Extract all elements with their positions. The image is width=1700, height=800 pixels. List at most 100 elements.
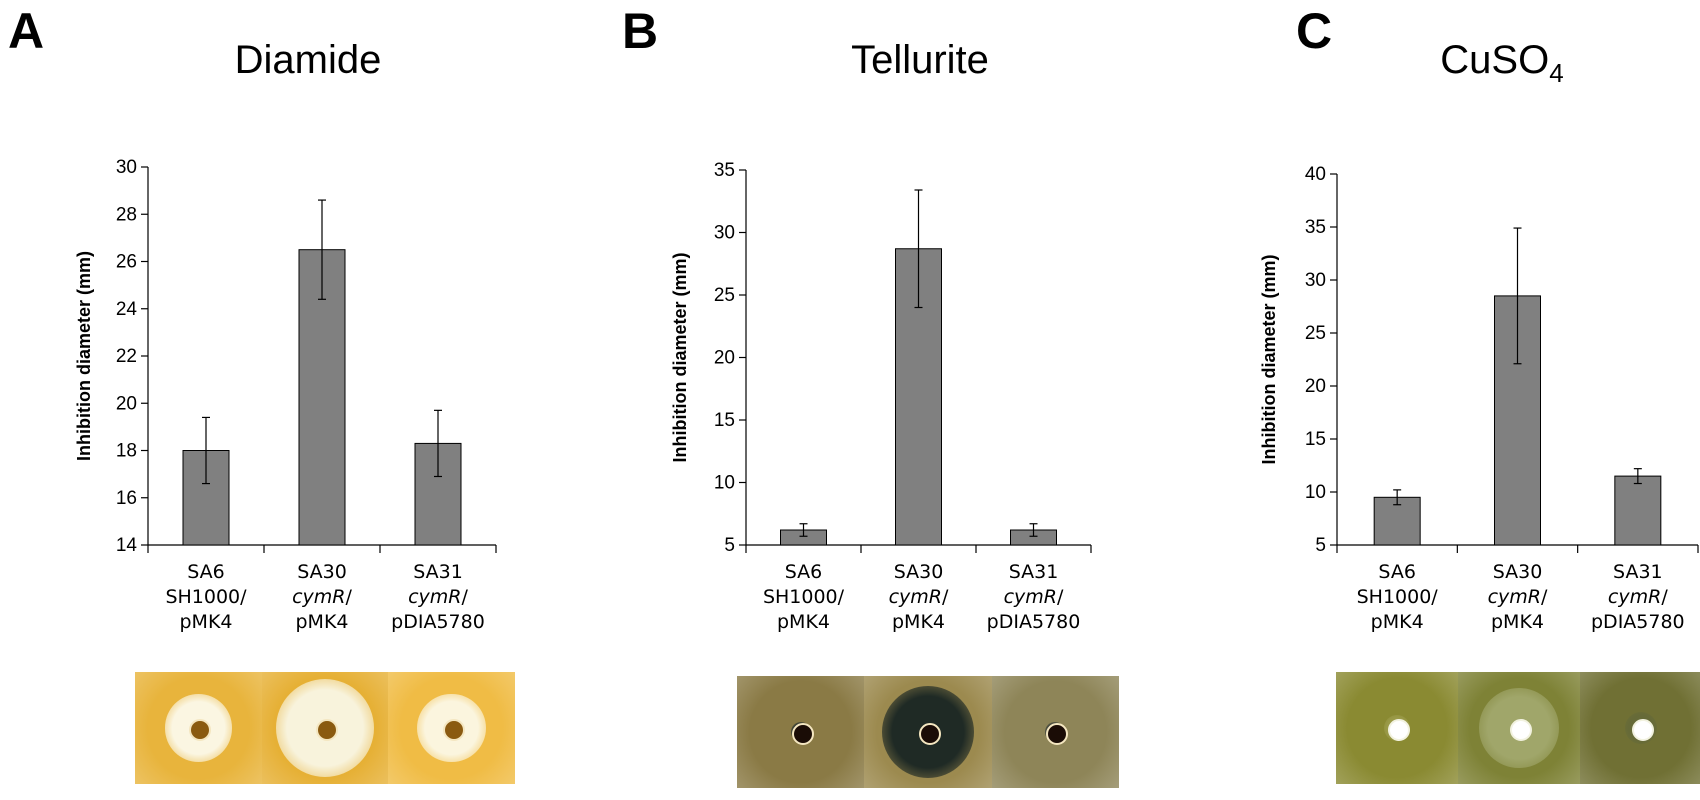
y-tick-label: 20 bbox=[714, 348, 735, 369]
x-category-label-italic: cymR bbox=[408, 586, 461, 608]
y-tick-label: 20 bbox=[116, 393, 137, 414]
y-tick-label: 24 bbox=[116, 299, 138, 320]
disk-well bbox=[1388, 719, 1410, 741]
x-category-label-line: cymR/ bbox=[889, 586, 949, 608]
plate-photo-strip bbox=[135, 672, 515, 784]
plate-photo bbox=[388, 672, 515, 784]
x-category-label-line: pMK4 bbox=[1371, 611, 1424, 633]
panel-title: CuSO4 bbox=[1352, 38, 1652, 89]
y-tick-label: 16 bbox=[116, 488, 137, 509]
panel-title-text: Diamide bbox=[234, 38, 382, 82]
plate-photo bbox=[864, 676, 992, 788]
plate-photo bbox=[1580, 672, 1700, 784]
plate-photo bbox=[991, 676, 1119, 788]
panel-letter: A bbox=[8, 3, 45, 59]
bar-chart: 5 10 15 20 25 30 35 40 Inhibition diameter (mm) S… bbox=[1259, 164, 1699, 633]
panel-c: C CuSO4 5 10 15 20 25 30 35 40 Inhibition diamet… bbox=[1132, 0, 1700, 800]
panel-a: A Diamide 14 16 18 20 22 24 26 28 30 Inhibition d… bbox=[0, 0, 566, 800]
x-category-label-slash: / bbox=[462, 586, 469, 608]
y-axis-label: Inhibition diameter (mm) bbox=[670, 252, 690, 462]
x-category-label-slash: / bbox=[346, 586, 353, 608]
disk-well bbox=[189, 719, 212, 741]
x-category-label-line: cymR/ bbox=[1004, 586, 1064, 608]
y-axis-label: Inhibition diameter (mm) bbox=[74, 251, 94, 461]
x-category-label-line: SA31 bbox=[1009, 561, 1059, 583]
y-tick-label: 35 bbox=[714, 160, 735, 181]
x-category-label: SA6 SH1000/pMK4 bbox=[763, 561, 845, 633]
bar bbox=[1614, 475, 1662, 546]
y-tick-label: 20 bbox=[1305, 376, 1326, 397]
y-tick-label: 10 bbox=[714, 473, 735, 494]
disk-well bbox=[442, 719, 465, 741]
x-category-label: SA31 cymR/ pDIA5780 bbox=[1591, 561, 1685, 633]
x-category-label-line: pDIA5780 bbox=[391, 611, 485, 633]
x-category-label-italic: cymR bbox=[1608, 586, 1661, 608]
y-tick-label: 35 bbox=[1305, 217, 1326, 238]
panel-title: Tellurite bbox=[770, 38, 1070, 83]
y-tick-label: 15 bbox=[714, 410, 735, 431]
x-category-label-line: SA6 bbox=[785, 561, 823, 583]
x-category-label: SA6 SH1000/pMK4 bbox=[165, 561, 247, 633]
panel-b: B Tellurite 5 10 15 20 25 30 35 Inhibition diam… bbox=[566, 0, 1132, 800]
x-category-label: SA6 SH1000/pMK4 bbox=[1357, 561, 1439, 633]
x-category-label: SA31 cymR/pDIA5780 bbox=[987, 561, 1081, 633]
x-category-label-line: SA6 bbox=[187, 561, 225, 583]
x-category-label-line: pDIA5780 bbox=[1591, 611, 1685, 633]
y-tick-label: 25 bbox=[1305, 323, 1326, 344]
x-category-label-slash: / bbox=[942, 586, 949, 608]
y-tick-label: 5 bbox=[1315, 535, 1326, 556]
disk-well bbox=[1510, 719, 1532, 741]
x-category-label-line: cymR/ bbox=[1488, 586, 1548, 608]
x-category-label-line: SH1000/ bbox=[165, 586, 247, 608]
x-category-label-line: pMK4 bbox=[179, 611, 232, 633]
panel-title-subscript: 4 bbox=[1549, 58, 1564, 88]
x-category-label-line: SH1000/ bbox=[1357, 586, 1439, 608]
y-axis-label: Inhibition diameter (mm) bbox=[1259, 254, 1279, 464]
disk-well bbox=[1632, 719, 1654, 741]
y-tick-label: 25 bbox=[714, 285, 735, 306]
plate-photo bbox=[261, 672, 389, 784]
y-tick-label: 28 bbox=[116, 204, 137, 225]
y-tick-label: 5 bbox=[724, 535, 735, 556]
x-category-label-slash: / bbox=[1057, 586, 1064, 608]
disk-well bbox=[791, 723, 814, 745]
bar bbox=[182, 450, 230, 546]
x-category-label: SA30 cymR/pMK4 bbox=[292, 561, 352, 633]
disk-well bbox=[918, 723, 941, 745]
bar-chart: 14 16 18 20 22 24 26 28 30 Inhibition diameter (m… bbox=[74, 157, 497, 633]
x-category-label-line: pMK4 bbox=[777, 611, 830, 633]
x-category-label-line: pMK4 bbox=[295, 611, 348, 633]
y-tick-label: 30 bbox=[1305, 270, 1326, 291]
plate-photo bbox=[737, 676, 865, 788]
x-category-label-line: SH1000/ bbox=[763, 586, 845, 608]
y-tick-label: 30 bbox=[714, 223, 735, 244]
x-category-label-line: SA31 bbox=[413, 561, 463, 583]
x-category-label-line: SA30 bbox=[297, 561, 347, 583]
x-category-label-italic: cymR bbox=[1004, 586, 1057, 608]
x-category-label-line: cymR/ bbox=[408, 586, 468, 608]
x-category-label-line: SA30 bbox=[894, 561, 944, 583]
y-tick-label: 40 bbox=[1305, 164, 1326, 185]
x-category-label-line: pDIA5780 bbox=[987, 611, 1081, 633]
x-category-label-line: SA30 bbox=[1493, 561, 1543, 583]
x-category-label-italic: cymR bbox=[292, 586, 345, 608]
x-category-label-line: pMK4 bbox=[1491, 611, 1544, 633]
x-category-label: SA31 cymR/pDIA5780 bbox=[391, 561, 485, 633]
x-category-label-line: SA31 bbox=[1613, 561, 1663, 583]
y-tick-label: 22 bbox=[116, 346, 137, 367]
x-category-label-line: pMK4 bbox=[892, 611, 945, 633]
x-category-label-slash: / bbox=[1661, 586, 1668, 608]
x-category-label: SA30 cymR/pMK4 bbox=[889, 561, 949, 633]
plate-photo-strip bbox=[737, 676, 1119, 788]
panel-letter: B bbox=[622, 3, 659, 59]
y-tick-label: 15 bbox=[1305, 429, 1326, 450]
x-category-label-line: cymR/ bbox=[292, 586, 352, 608]
x-category-label-italic: cymR bbox=[889, 586, 942, 608]
x-category-label: SA30 cymR/pMK4 bbox=[1488, 561, 1548, 633]
disk-well bbox=[1046, 723, 1069, 745]
plate-photo bbox=[1336, 672, 1458, 784]
x-category-label-italic: cymR bbox=[1488, 586, 1541, 608]
panel-title: Diamide bbox=[158, 38, 458, 83]
y-tick-label: 14 bbox=[116, 535, 138, 556]
y-tick-label: 26 bbox=[116, 252, 137, 273]
